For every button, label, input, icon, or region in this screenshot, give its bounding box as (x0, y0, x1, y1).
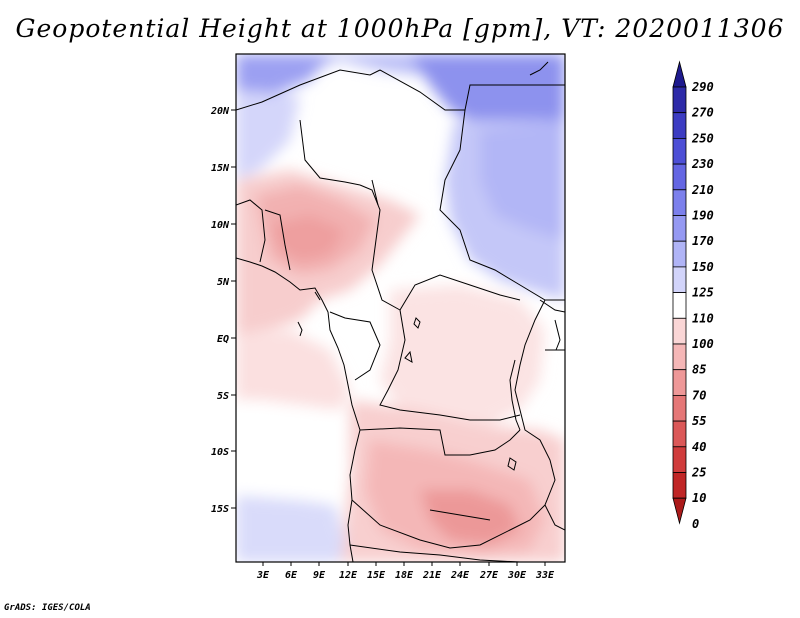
lat-label: 10S (211, 447, 229, 458)
colorbar-swatch (672, 189, 687, 216)
colorbar-label: 85 (692, 363, 706, 377)
lon-label: 15E (367, 570, 386, 581)
colorbar-label: 230 (691, 157, 714, 171)
colorbar-swatch (672, 266, 687, 293)
colorbar-swatch (672, 420, 687, 448)
colorbar-swatch (672, 86, 687, 114)
colorbar-label: 125 (692, 286, 714, 300)
lat-label: 5S (217, 391, 229, 402)
colorbar-label: 190 (692, 209, 714, 223)
lat-label: 5N (217, 277, 230, 288)
colorbar-swatch (672, 215, 687, 242)
colorbar-label: 0 (692, 517, 699, 531)
colorbar-label: 150 (692, 260, 714, 274)
lat-label: 15N (211, 163, 230, 174)
colorbar-swatch (672, 394, 687, 422)
country-borders (236, 69, 565, 562)
colorbar-bottom-arrow (672, 497, 687, 525)
colorbar-label: 70 (692, 388, 706, 402)
geopotential-field (236, 54, 565, 562)
software-credit: GrADS: IGES/COLA (4, 603, 91, 613)
lat-label: 15S (211, 504, 229, 515)
coastline-details (297, 61, 549, 471)
lat-label: EQ (217, 334, 229, 345)
colorbar-label: 10 (692, 491, 706, 505)
colorbar-swatch (672, 317, 687, 345)
colorbar-label: 40 (692, 440, 706, 454)
map-figure: 3E 6E 9E 12E 15E 18E 21E 24E 27E 30E 33E 20N 15N 10N… (210, 53, 714, 581)
lon-label: 6E (285, 570, 298, 581)
colorbar-swatch (672, 369, 687, 396)
lat-label: 10N (211, 220, 230, 231)
colorbar-swatch (672, 137, 687, 165)
lon-label: 3E (256, 570, 270, 581)
lat-label: 20N (210, 106, 230, 117)
colorbar-label: 55 (692, 414, 706, 428)
lon-label: 9E (313, 570, 326, 581)
colorbar-label: 25 (691, 466, 706, 480)
colorbar-swatch (672, 112, 687, 139)
colorbar-swatch (672, 472, 687, 499)
colorbar-swatch (672, 292, 687, 319)
colorbar-label: 250 (691, 131, 714, 145)
lon-label: 12E (339, 570, 358, 581)
lon-label: 30E (507, 570, 527, 581)
colorbar-label: 110 (692, 311, 714, 325)
colorbar-legend: 2902702502302101901701501251101008570554… (672, 60, 714, 531)
lon-label: 21E (422, 570, 442, 581)
lon-label: 33E (535, 570, 555, 581)
lon-label: 27E (479, 570, 499, 581)
map-title: Geopotential Height at 1000hPa [gpm], VT… (15, 14, 785, 43)
colorbar-top-arrow (672, 60, 687, 88)
colorbar-swatch (672, 446, 687, 473)
map-frame (235, 53, 566, 563)
colorbar-swatch (672, 163, 687, 191)
lon-label: 24E (450, 570, 470, 581)
colorbar-label: 170 (692, 234, 714, 248)
colorbar-swatch (672, 240, 687, 268)
colorbar-label: 100 (692, 337, 714, 351)
colorbar-label: 270 (691, 106, 714, 120)
colorbar-label: 210 (691, 183, 714, 197)
lon-label: 18E (395, 570, 414, 581)
colorbar-swatch (672, 343, 687, 371)
colorbar-label: 290 (691, 80, 714, 94)
